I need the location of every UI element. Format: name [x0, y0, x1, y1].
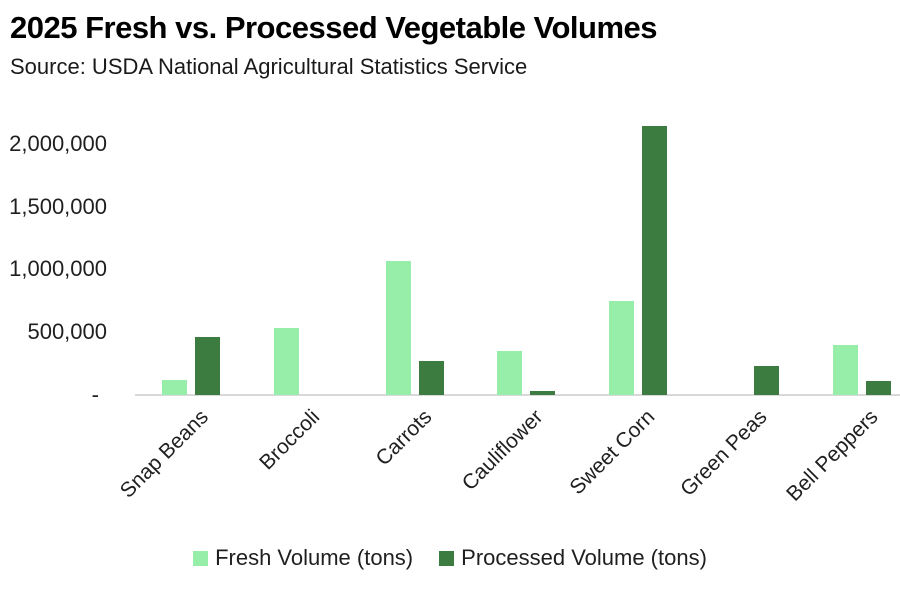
y-axis-tick-label: - [91, 382, 99, 407]
bar-processed-green-peas [753, 366, 779, 395]
y-axis-tick-label: 1,500,000 [9, 193, 107, 219]
legend-label-fresh: Fresh Volume (tons) [215, 545, 414, 570]
y-axis-tick-label: 1,000,000 [9, 256, 107, 282]
x-axis-label-sweet-corn: Sweet Corn [565, 405, 660, 500]
legend-swatch-fresh-icon [193, 550, 209, 566]
bar-fresh-sweet-corn [609, 300, 634, 395]
legend-swatch-processed-icon [439, 550, 455, 566]
bar-processed-sweet-corn [642, 126, 667, 395]
bar-fresh-snap-beans [162, 379, 187, 395]
legend-label-processed: Processed Volume (tons) [461, 545, 707, 570]
y-axis: 2,000,000 1,500,000 1,000,000 500,000 - [0, 0, 107, 600]
bar-processed-snap-beans [195, 337, 220, 395]
legend-item-fresh: Fresh Volume (tons) [193, 545, 413, 571]
chart-title: 2025 Fresh vs. Processed Vegetable Volum… [10, 10, 658, 45]
bar-processed-cauliflower [530, 390, 556, 395]
x-axis-line [135, 394, 900, 396]
bar-fresh-bell-peppers [832, 344, 858, 395]
x-axis-label-snap-beans: Snap Beans [115, 405, 213, 503]
x-axis-label-broccoli: Broccoli [255, 405, 325, 475]
x-axis-label-bell-peppers: Bell Peppers [782, 405, 884, 506]
bar-fresh-broccoli [273, 328, 299, 395]
bar-processed-bell-peppers [865, 380, 891, 395]
bar-fresh-cauliflower [497, 351, 523, 395]
x-axis-label-cauliflower: Cauliflower [458, 405, 548, 496]
legend: Fresh Volume (tons) Processed Volume (to… [0, 543, 900, 573]
y-axis-tick-label: 2,000,000 [9, 130, 107, 156]
bar-fresh-carrots [385, 260, 411, 395]
bar-processed-carrots [418, 361, 444, 395]
legend-item-processed: Processed Volume (tons) [439, 545, 707, 571]
x-axis-label-carrots: Carrots [371, 405, 437, 471]
chart-source: Source: USDA National Agricultural Stati… [10, 54, 528, 79]
x-axis-label-green-peas: Green Peas [675, 405, 772, 501]
y-axis-tick-label: 500,000 [27, 319, 107, 345]
